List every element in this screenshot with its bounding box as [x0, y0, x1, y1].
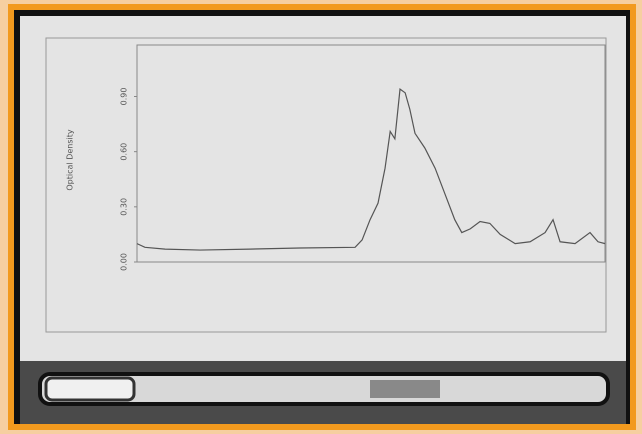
- y-tick-label: 0.60: [120, 143, 129, 161]
- tube-band: [370, 380, 440, 398]
- y-tick-label: 0.30: [120, 198, 129, 216]
- y-tick-label: 0.00: [120, 253, 129, 271]
- photo: Optical Density 0.00 0.30 0.60 0.90: [0, 0, 642, 434]
- y-axis-label: Optical Density: [66, 129, 75, 190]
- y-tick-label: 0.90: [120, 88, 129, 106]
- page: Optical Density 0.000.300.600.90 (() => …: [0, 0, 642, 434]
- tube-cap: [46, 378, 134, 400]
- paper: [20, 16, 626, 361]
